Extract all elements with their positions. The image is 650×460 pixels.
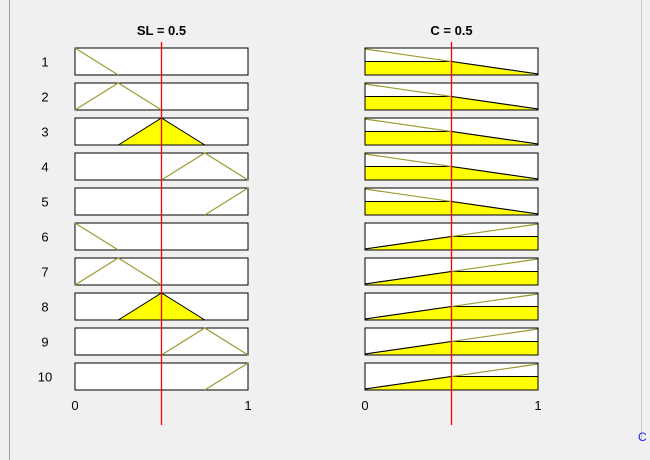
- rule-number-label: 9: [41, 335, 48, 350]
- sl-mf-curve: [204, 362, 249, 391]
- c-mf-clipped-edge: [364, 376, 452, 390]
- c-mf-clipped-edge: [364, 271, 452, 285]
- sl-mf-curve: [74, 257, 162, 286]
- sl-mf-curve: [74, 222, 119, 251]
- sl-mf-curve: [74, 82, 162, 111]
- frame-right-edge: [641, 0, 642, 440]
- c-axis-tick-label: 1: [534, 398, 541, 413]
- c-mf-clipped-edge: [451, 131, 539, 145]
- c-axis-tick-label: 0: [361, 398, 368, 413]
- rule-number-label: 5: [41, 195, 48, 210]
- c-mf-clipped-edge: [364, 341, 452, 355]
- sl-panel-title: SL = 0.5: [137, 23, 186, 38]
- c-panel-title: C = 0.5: [430, 23, 472, 38]
- c-mf-clipped-edge: [451, 201, 539, 215]
- rule-number-label: 10: [38, 370, 52, 385]
- rule-number-label: 6: [41, 230, 48, 245]
- c-mf-clipped-edge: [451, 61, 539, 75]
- c-mf-clipped-edge: [364, 306, 452, 320]
- rule-number-label: 8: [41, 300, 48, 315]
- c-mf-clipped-edge: [364, 236, 452, 250]
- rule-number-label: 3: [41, 125, 48, 140]
- frame-left-edge: [9, 0, 10, 460]
- sl-mf-curve: [74, 47, 119, 76]
- sl-axis-tick-label: 1: [244, 398, 251, 413]
- rule-number-label: 4: [41, 160, 48, 175]
- rule-number-label: 2: [41, 90, 48, 105]
- sl-mf-curve: [161, 327, 249, 356]
- rule-number-label: 1: [41, 55, 48, 70]
- rule-number-label: 7: [41, 265, 48, 280]
- sl-mf-curve: [161, 152, 249, 181]
- cutoff-label: C: [638, 430, 647, 444]
- c-mf-clipped-edge: [451, 166, 539, 180]
- sl-axis-tick-label: 0: [71, 398, 78, 413]
- sl-mf-curve: [204, 187, 249, 216]
- c-mf-clipped-edge: [451, 96, 539, 110]
